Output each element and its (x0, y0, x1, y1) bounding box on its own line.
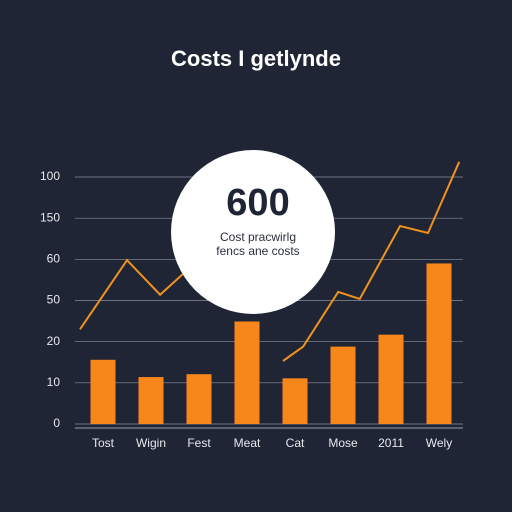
x-tick-label: Tost (92, 436, 115, 450)
y-tick-label: 0 (53, 416, 60, 430)
callout-value: 600 (226, 182, 289, 224)
chart-title: Costs I getlynde (171, 46, 341, 71)
bar (378, 334, 404, 424)
bar (90, 359, 116, 424)
line-series (79, 258, 184, 330)
bar (186, 374, 212, 424)
bar (282, 378, 308, 424)
x-tick-label: Wigin (136, 436, 166, 450)
y-tick-label: 150 (40, 210, 60, 224)
y-tick-label: 50 (47, 293, 61, 307)
callout-circle (171, 150, 335, 314)
x-tick-label: Cat (286, 436, 305, 450)
y-tick-label: 100 (40, 169, 60, 183)
bar (426, 263, 452, 424)
x-tick-label: Meat (234, 436, 261, 450)
y-tick-label: 10 (47, 375, 61, 389)
x-tick-label: 2011 (378, 436, 404, 450)
callout-text: Cost pracwirlg (220, 230, 296, 244)
bar (234, 321, 260, 424)
x-tick-label: Mose (328, 436, 358, 450)
callout-text: fencs ane costs (216, 244, 299, 258)
x-tick-label: Wely (426, 436, 452, 450)
x-tick-label: Fest (187, 436, 211, 450)
bar (138, 377, 164, 424)
y-tick-label: 60 (47, 252, 61, 266)
bar (330, 346, 356, 424)
line-series (282, 161, 461, 362)
y-tick-label: 20 (47, 334, 61, 348)
